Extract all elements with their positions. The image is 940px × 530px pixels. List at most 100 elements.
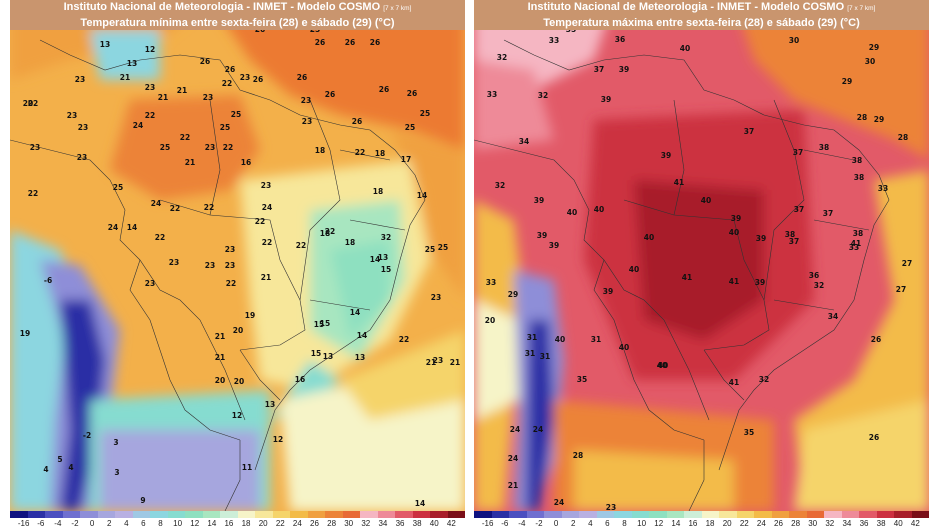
temperature-label: 25 [438,243,448,252]
temperature-label: 31 [527,333,537,342]
max-panel-header: Instituto Nacional de Meteorologia - INM… [474,0,929,30]
legend-swatch [841,511,859,518]
temperature-label: 34 [828,312,838,321]
legend-tick-label: 6 [605,519,610,528]
legend-swatch [272,511,290,518]
temperature-label: 22 [262,238,272,247]
temperature-label: 35 [744,428,754,437]
temperature-label: 13 [265,400,275,409]
legend-tick-label: 26 [310,519,319,528]
temperature-label: 25 [160,143,170,152]
temperature-label: 36 [809,271,819,280]
temperature-label: 25 [113,183,123,192]
legend-tick-label: 32 [361,519,371,528]
temperature-label: 23 [240,73,250,82]
temperature-label: 18 [345,238,355,247]
legend-swatch [491,511,509,518]
legend-tick-labels: -16 -6 -4 -2 0 2 4 6 8 10 12 14 16 18 20 22 24 26 28 30 32 34… [10,518,465,530]
temperature-label: 14 [415,499,425,508]
legend-tick-label: 12 [190,519,200,528]
legend-tick-label: -4 [518,519,526,528]
temperature-label: 26 [407,89,417,98]
temperature-label: 23 [78,123,88,132]
temperature-label: 23 [261,181,271,190]
min-panel-title-line2: Temperatura mínima entre sexta-feira (28… [80,17,395,29]
legend-swatch [237,511,255,518]
legend-swatch [342,511,360,518]
temperature-label: 37 [823,209,833,218]
legend-swatch [307,511,325,518]
legend-swatch [754,511,772,518]
temperature-label: 4 [43,465,48,474]
temperature-label: 13 [323,352,333,361]
legend-tick-label: 28 [327,519,337,528]
temperature-label: 15 [381,265,391,274]
legend-tick-label: -16 [17,519,30,528]
temperature-label: 21 [185,158,195,167]
temperature-label: 18 [375,149,385,158]
legend-swatch [719,511,737,518]
temperature-label: 32 [759,375,769,384]
temperature-label: -2 [83,431,91,440]
legend-swatch [80,511,98,518]
temperature-label: 21 [177,86,187,95]
temperature-label: 39 [661,151,671,160]
legend-swatch [701,511,719,518]
temperature-label: 33 [878,184,888,193]
legend-tick-label: 40 [893,519,903,528]
temperature-label: 23 [67,111,77,120]
temperature-label: 21 [450,358,460,367]
temperature-label: 38 [854,173,864,182]
temperature-label: 24 [533,425,543,434]
temperature-label: 22 [296,241,306,250]
temperature-label: 23 [225,245,235,254]
temperature-label: 39 [549,241,559,250]
temperature-label: 27 [896,285,906,294]
temperature-label: 22 [223,143,233,152]
temperature-label: 40 [644,233,654,242]
temperature-label: -6 [44,276,52,285]
legend-color-bar [474,511,929,518]
temperature-label: 22 [28,99,38,108]
temperature-label: 20 [234,377,244,386]
temperature-label: 14 [417,191,427,200]
temperature-label: 37 [744,127,754,136]
temperature-label: 22 [226,279,236,288]
legend-tick-label: -6 [37,519,45,528]
temperature-label: 41 [674,178,684,187]
temperature-label: 27 [902,259,912,268]
temperature-label: 32 [497,53,507,62]
legend-swatch [596,511,614,518]
temperature-label: 21 [215,332,225,341]
temperature-label: 41 [851,239,861,248]
temperature-label: 31 [525,349,535,358]
temperature-label: 40 [567,208,577,217]
temperature-label: 23 [203,93,213,102]
legend-swatch [185,511,203,518]
temperature-label: 39 [537,231,547,240]
temperature-label: 35 [577,375,587,384]
legend-color-bar [10,511,465,518]
legend-tick-label: -2 [535,519,543,528]
legend-swatch [509,511,527,518]
temperature-label: 26 [345,38,355,47]
temperature-label: 32 [495,181,505,190]
temperature-label: 26 [200,57,210,66]
temperature-label: 21 [158,93,168,102]
legend-swatch [911,511,929,518]
legend-swatch [474,511,492,518]
max-panel-title-line2: Temperatura máxima entre sexta-feira (28… [543,17,860,29]
temperature-label: 24 [133,121,143,130]
max-temperature-panel: 3233353630302929403739333239292828343738… [474,0,929,530]
temperature-label: 23 [606,503,616,511]
temperature-label: 23 [301,96,311,105]
legend-tick-label: 28 [791,519,801,528]
panel-divider [465,0,474,530]
temperature-label: 22 [155,233,165,242]
temperature-label: 24 [554,498,564,507]
temperature-label: 22 [325,227,335,236]
min-panel-title-line1: Instituto Nacional de Meteorologia - INM… [63,1,412,13]
legend-tick-label: 8 [158,519,163,528]
temperature-label: 32 [538,91,548,100]
legend-swatch [412,511,430,518]
